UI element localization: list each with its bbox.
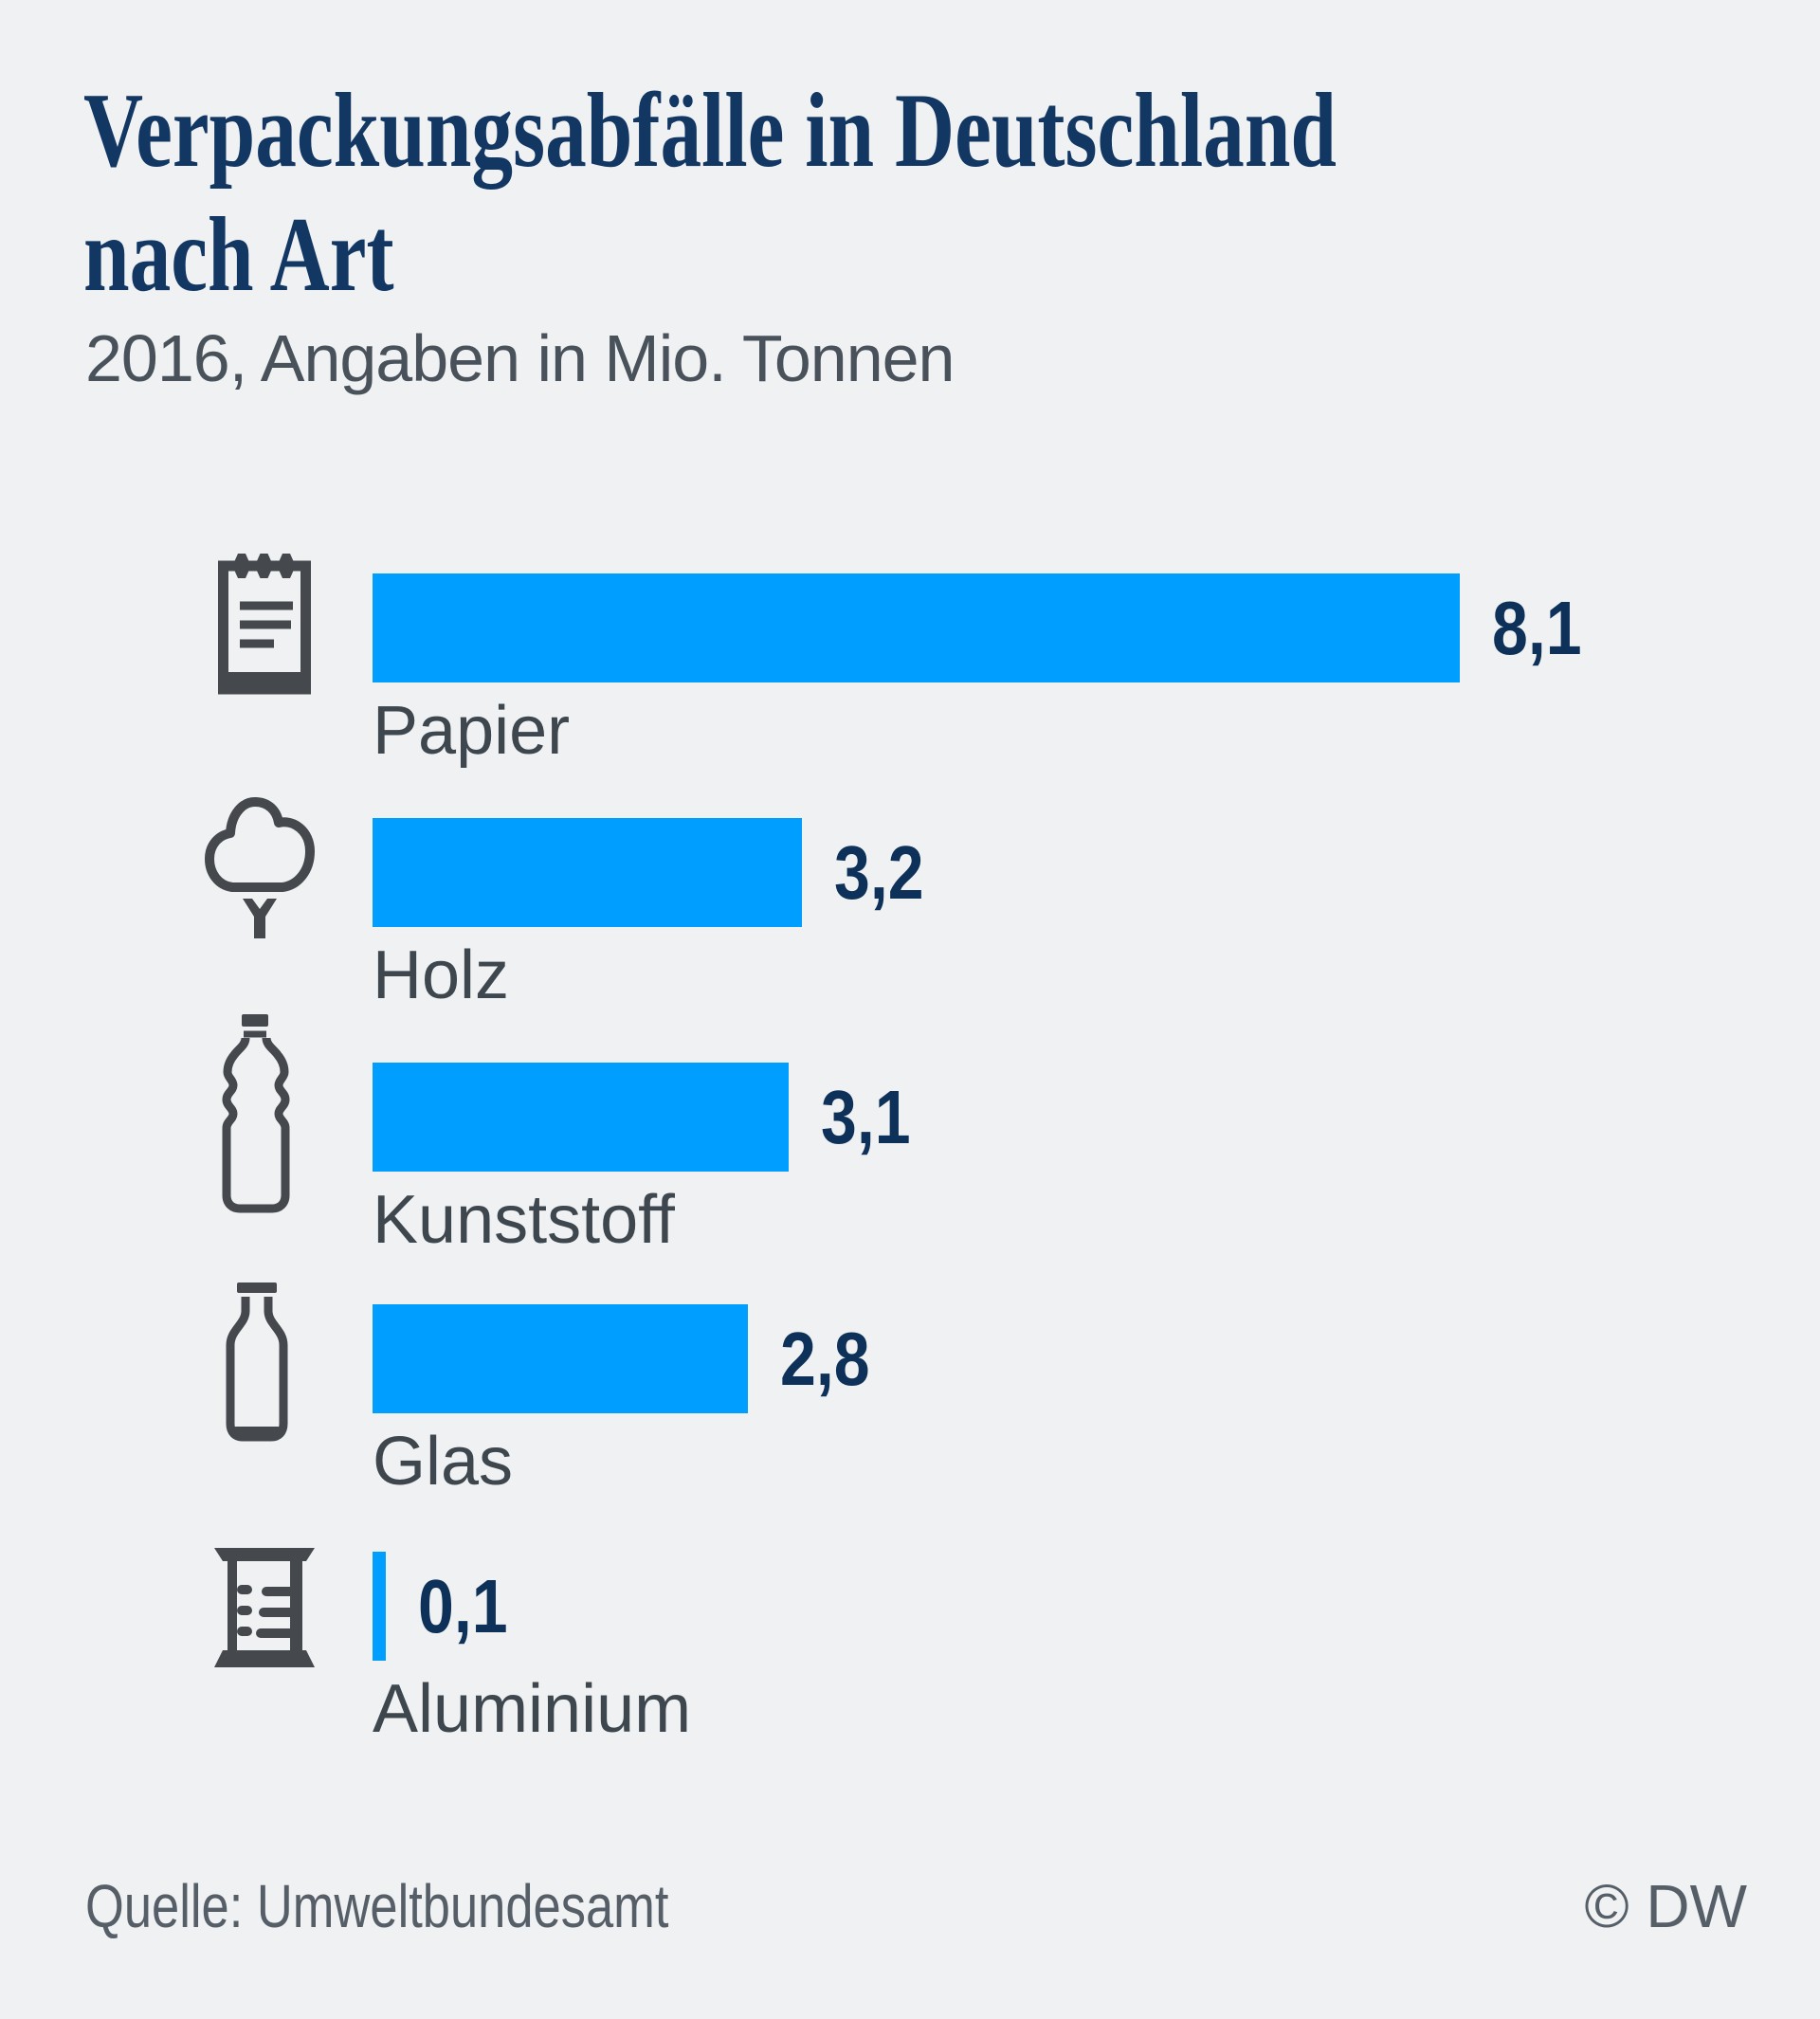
- value-label-kunststoff: 3,1: [821, 1074, 911, 1159]
- crucible-icon: [214, 1548, 315, 1671]
- value-label-aluminium: 0,1: [418, 1563, 508, 1648]
- bar-papier: [373, 573, 1460, 682]
- chart-title-line-1: Verpackungsabfälle in Deutschland: [83, 72, 1338, 190]
- value-label-papier: 8,1: [1492, 585, 1582, 670]
- bar-glas: [373, 1304, 748, 1413]
- category-label-papier: Papier: [373, 693, 571, 769]
- chart-subtitle: 2016, Angaben in Mio. Tonnen: [85, 321, 955, 395]
- notepad-icon: [217, 551, 312, 704]
- category-label-aluminium: Aluminium: [373, 1671, 692, 1747]
- bar-aluminium: [373, 1552, 386, 1661]
- glass-bottle-icon: [226, 1282, 288, 1447]
- category-label-holz: Holz: [373, 937, 510, 1013]
- category-label-glas: Glas: [373, 1424, 514, 1500]
- bar-kunststoff: [373, 1063, 789, 1172]
- source-label: Quelle: Umweltbundesamt: [85, 1872, 669, 1940]
- copyright-label: © DW: [1584, 1872, 1747, 1940]
- value-label-holz: 3,2: [834, 829, 924, 915]
- value-label-glas: 2,8: [780, 1316, 870, 1401]
- bar-holz: [373, 818, 802, 927]
- category-label-kunststoff: Kunststoff: [373, 1182, 675, 1258]
- plastic-bottle-icon: [222, 1014, 290, 1213]
- chart-title-line-2: nach Art: [83, 196, 394, 314]
- tree-icon: [205, 796, 315, 938]
